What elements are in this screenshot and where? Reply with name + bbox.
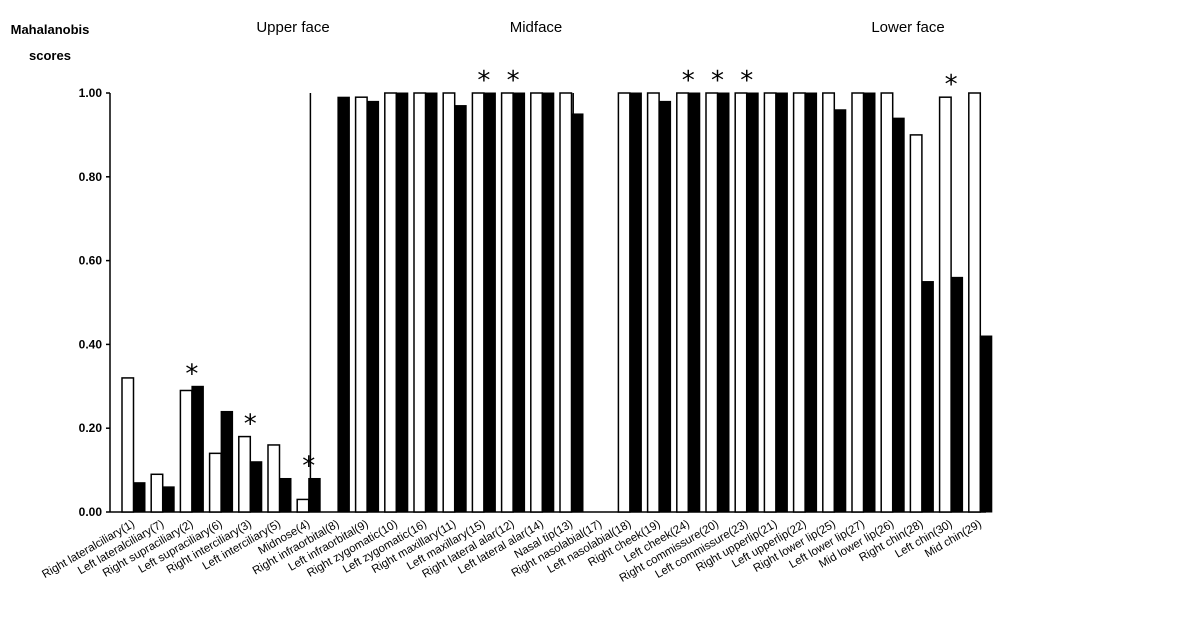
- bar-white: [500, 92, 514, 513]
- bar-black: [249, 461, 263, 513]
- bar-white: [909, 134, 923, 513]
- bar-black: [717, 92, 730, 513]
- bar-white: [413, 92, 427, 513]
- y-tick-label: 0.40: [79, 337, 103, 351]
- significance-asterisk: *: [682, 66, 695, 96]
- bar-black: [483, 92, 496, 513]
- bar-white: [530, 92, 544, 513]
- bar-white: [676, 92, 690, 513]
- significance-asterisk: *: [244, 410, 257, 440]
- y-tick-label: 1.00: [79, 86, 103, 100]
- y-axis-label-line-2: scores: [29, 48, 71, 63]
- bar-white: [238, 435, 252, 513]
- bar-white: [121, 377, 135, 513]
- bar-black: [892, 117, 905, 513]
- significance-asterisk: *: [711, 66, 724, 96]
- bar-black: [541, 92, 555, 513]
- significance-asterisk: *: [740, 66, 753, 96]
- bar-white: [179, 389, 193, 513]
- y-tick-label: 0.60: [79, 254, 103, 268]
- bar-white: [471, 92, 485, 513]
- bar-black: [921, 281, 934, 513]
- bar-black: [775, 92, 788, 513]
- bar-black: [425, 92, 438, 513]
- y-tick-label: 0.80: [79, 170, 103, 184]
- bar-black: [746, 92, 759, 513]
- significance-asterisk: *: [302, 451, 315, 481]
- bar-black: [395, 92, 409, 513]
- bar-white: [559, 92, 573, 513]
- bar-white: [617, 92, 631, 513]
- significance-asterisk: *: [507, 66, 520, 96]
- bar-black: [220, 410, 234, 513]
- bar-white: [646, 92, 660, 513]
- bar-black: [863, 92, 876, 513]
- bar-white: [267, 444, 281, 513]
- bar-black: [658, 100, 672, 513]
- bar-white: [938, 96, 952, 513]
- bar-white: [851, 92, 865, 513]
- bar-white: [822, 92, 836, 513]
- bar-white: [705, 92, 719, 513]
- bar-white: [792, 92, 806, 513]
- bar-black: [454, 105, 467, 513]
- bar-black: [366, 100, 380, 513]
- significance-asterisk: *: [945, 70, 958, 100]
- bar-white: [354, 96, 368, 513]
- bar-black: [950, 276, 964, 513]
- section-label-midface: Midface: [510, 19, 563, 36]
- bar-white: [208, 452, 222, 513]
- bar-black: [629, 92, 642, 513]
- bar-white: [442, 92, 456, 513]
- significance-asterisk: *: [477, 66, 490, 96]
- bar-black: [279, 477, 292, 513]
- y-tick-label: 0.20: [79, 421, 103, 435]
- bar-black: [804, 92, 818, 513]
- y-axis-label-line-1: Mahalanobis: [11, 22, 90, 37]
- bar-black: [512, 92, 526, 513]
- bar-black: [571, 113, 584, 513]
- bar-white: [968, 92, 982, 513]
- bar-white: [880, 92, 894, 513]
- section-label-lower-face: Lower face: [871, 19, 944, 36]
- significance-asterisk: *: [185, 359, 198, 389]
- bar-white: [384, 92, 398, 513]
- bar-white: [150, 473, 164, 513]
- bar-white: [763, 92, 777, 513]
- bar-black: [308, 477, 321, 513]
- bar-black: [162, 486, 175, 513]
- bar-black: [133, 482, 146, 513]
- bar-white: [296, 498, 310, 513]
- bar-black: [337, 96, 350, 513]
- y-tick-label: 0.00: [79, 505, 103, 519]
- bar-black: [191, 385, 204, 513]
- section-label-upper-face: Upper face: [256, 19, 329, 36]
- bar-black: [687, 92, 701, 513]
- bar-white: [734, 92, 748, 513]
- bar-black: [979, 335, 993, 513]
- bar-black: [833, 109, 847, 513]
